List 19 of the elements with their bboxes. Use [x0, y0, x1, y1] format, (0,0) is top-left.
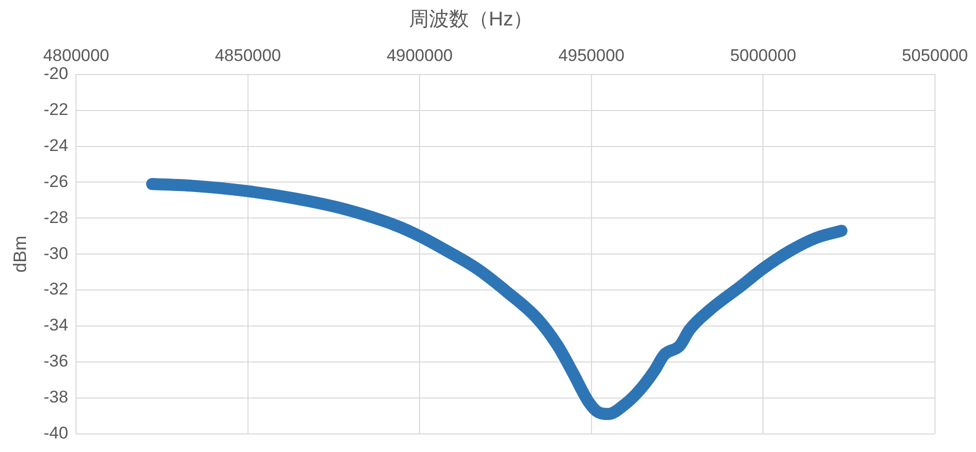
y-tick-label: -30	[44, 244, 68, 263]
x-tick-label: 4950000	[558, 46, 625, 65]
y-tick-label: -28	[44, 208, 68, 227]
y-tick-label: -26	[44, 172, 68, 191]
y-tick-label: -38	[44, 388, 68, 407]
x-tick-label: 5050000	[902, 46, 968, 65]
x-tick-label: 4800000	[43, 46, 110, 65]
y-tick-label: -32	[44, 280, 68, 299]
y-tick-label: -40	[44, 423, 68, 442]
x-tick-label: 4900000	[386, 46, 453, 65]
x-tick-label: 5000000	[730, 46, 796, 65]
x-tick-label: 4850000	[214, 46, 282, 65]
y-tick-label: -34	[44, 316, 68, 335]
chart-title: 周波数（Hz）	[408, 8, 534, 31]
y-axis-title: dBm	[10, 236, 30, 273]
y-tick-label: -22	[44, 100, 68, 120]
y-tick-label: -36	[44, 352, 68, 371]
y-tick-label: -24	[44, 136, 68, 155]
y-tick-label: -20	[44, 64, 68, 84]
